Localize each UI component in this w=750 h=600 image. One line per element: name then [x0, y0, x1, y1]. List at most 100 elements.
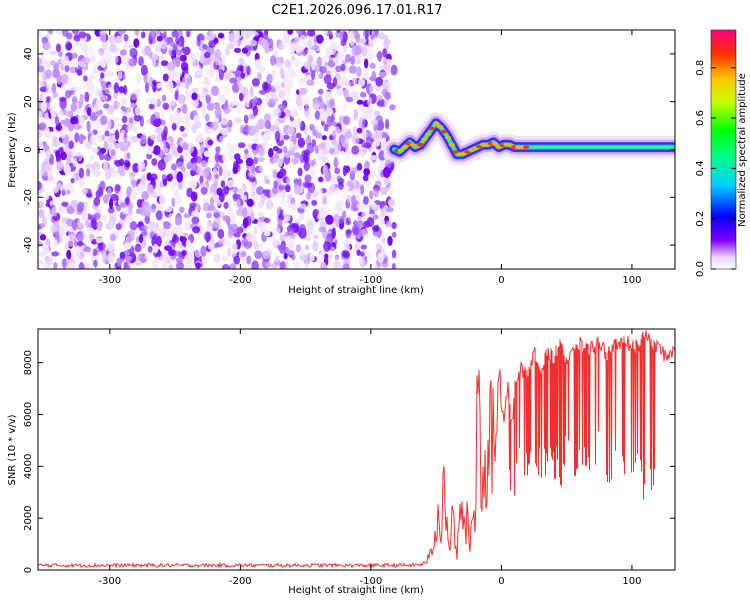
noise-speck — [108, 221, 114, 229]
noise-speck — [71, 219, 78, 231]
noise-speck — [163, 221, 172, 230]
noise-speck — [329, 174, 337, 184]
noise-speck — [257, 72, 262, 81]
noise-speck — [306, 39, 314, 49]
noise-speck — [131, 179, 137, 188]
noise-speck — [95, 99, 103, 107]
noise-speck — [369, 62, 376, 69]
noise-speck — [231, 100, 239, 106]
noise-speck — [55, 150, 61, 159]
noise-speck — [230, 144, 235, 154]
noise-speck — [38, 57, 43, 67]
noise-speck — [371, 202, 377, 210]
noise-speck — [139, 206, 146, 217]
noise-speck — [316, 188, 324, 194]
noise-speck — [139, 115, 144, 128]
noise-speck — [117, 70, 123, 80]
noise-speck — [60, 73, 69, 85]
noise-speck — [138, 220, 144, 227]
noise-speck — [188, 56, 196, 65]
noise-speck — [110, 263, 117, 269]
noise-speck — [382, 58, 388, 65]
noise-speck — [61, 238, 69, 243]
noise-speck — [151, 60, 157, 67]
noise-speck — [295, 132, 302, 139]
noise-speck — [202, 44, 208, 50]
noise-speck — [344, 243, 351, 252]
noise-speck — [318, 252, 324, 263]
noise-speck — [241, 194, 247, 201]
noise-speck — [274, 121, 280, 127]
noise-speck — [118, 190, 124, 200]
noise-speck — [119, 145, 128, 152]
signal-peak — [440, 129, 448, 134]
noise-speck — [194, 248, 201, 258]
noise-speck — [109, 233, 117, 242]
noise-speck — [43, 144, 50, 151]
noise-speck — [232, 194, 241, 200]
colorbar-label: Normalized spectral amplitude — [737, 73, 748, 227]
noise-speck — [222, 172, 229, 183]
noise-speck — [283, 146, 288, 153]
noise-speck — [141, 190, 149, 201]
noise-speck — [221, 127, 229, 135]
noise-speck — [152, 79, 157, 86]
noise-speck — [97, 109, 104, 116]
noise-speck — [51, 251, 60, 257]
noise-speck — [231, 223, 238, 233]
noise-speck — [344, 53, 352, 63]
noise-speck — [324, 253, 329, 259]
noise-speck — [49, 50, 58, 56]
noise-speck — [94, 166, 99, 178]
noise-speck — [74, 132, 80, 143]
noise-speck — [193, 121, 202, 129]
noise-speck — [174, 195, 182, 206]
noise-speck — [358, 104, 365, 112]
noise-speck — [156, 82, 163, 89]
noise-speck — [369, 170, 375, 179]
noise-speck — [264, 120, 272, 130]
noise-speck — [356, 162, 363, 171]
noise-speck — [375, 243, 383, 252]
noise-speck — [191, 87, 199, 93]
noise-speck — [179, 206, 185, 213]
noise-speck — [260, 193, 266, 205]
noise-speck — [247, 171, 256, 178]
noise-speck — [322, 54, 330, 65]
noise-speck — [186, 142, 195, 154]
noise-speck — [303, 155, 308, 162]
noise-speck — [148, 30, 157, 40]
noise-speck — [90, 255, 99, 263]
noise-speck — [304, 106, 310, 118]
noise-speck — [171, 123, 177, 131]
noise-speck — [89, 74, 96, 80]
noise-speck — [152, 149, 161, 155]
noise-speck — [366, 251, 373, 262]
noise-speck — [303, 161, 310, 172]
noise-speck — [325, 214, 334, 225]
spectrogram-y-tick-label: -20 — [23, 189, 34, 205]
noise-speck — [157, 187, 163, 197]
noise-speck — [262, 134, 268, 143]
noise-speck — [41, 96, 47, 103]
noise-speck — [246, 65, 251, 76]
noise-speck — [207, 139, 214, 146]
noise-speck — [379, 161, 386, 167]
noise-speck — [381, 236, 386, 244]
noise-speck — [241, 238, 249, 247]
noise-speck — [193, 115, 202, 121]
noise-speck — [348, 65, 357, 74]
noise-speck — [262, 81, 269, 91]
noise-speck — [283, 252, 288, 260]
noise-speck — [98, 90, 104, 98]
colorbar: 0.0 0.2 0.4 0.6 0.8 Normalized spectral ampl… — [695, 29, 748, 277]
snr-x-tick-label: -200 — [229, 576, 252, 587]
noise-speck — [253, 193, 260, 202]
noise-speck — [273, 180, 278, 189]
noise-speck — [103, 47, 112, 59]
noise-speck — [385, 206, 394, 213]
noise-speck — [213, 253, 221, 263]
noise-speck — [279, 67, 285, 76]
noise-speck — [123, 34, 129, 42]
noise-speck — [237, 82, 242, 90]
